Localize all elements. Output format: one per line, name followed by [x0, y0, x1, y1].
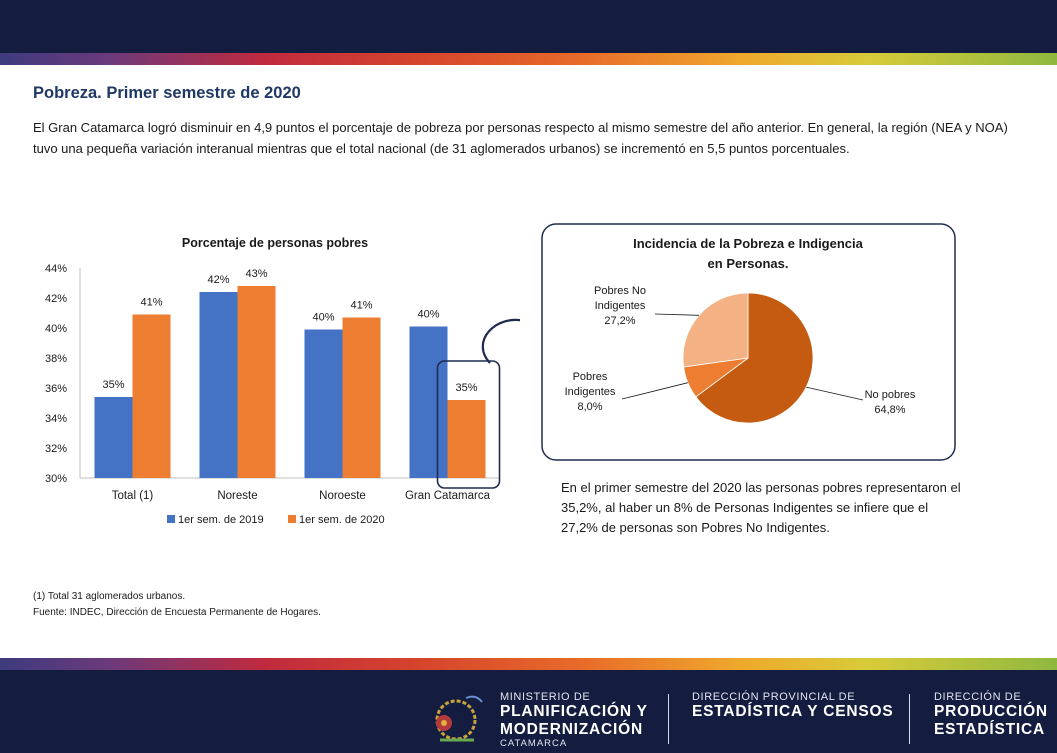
bar: [409, 326, 448, 478]
pie-slice: [695, 292, 814, 424]
ministry-place: CATAMARCA: [500, 738, 568, 749]
leader-line: [621, 382, 688, 400]
footnote: (1) Total 31 aglomerados urbanos.: [33, 591, 186, 602]
production-line-1: PRODUCCIÓN: [934, 703, 1048, 720]
bar-data-label: 42%: [207, 274, 229, 286]
leader-line: [654, 313, 699, 316]
bar-data-label: 40%: [417, 309, 439, 321]
y-tick-label: 44%: [45, 263, 67, 275]
color-stripe-top: [0, 53, 1057, 65]
y-tick-label: 32%: [45, 443, 67, 455]
pie-slice-label: Pobres: [573, 371, 608, 383]
production-directorate-brand: DIRECCIÓN DE PRODUCCIÓN ESTADÍSTICA: [934, 691, 1048, 739]
pie-slice: [682, 292, 749, 368]
pie-slice-label: Indigentes: [595, 300, 646, 312]
pie-slice-label: 27,2%: [604, 315, 635, 327]
intro-paragraph: El Gran Catamarca logró disminuir en 4,9…: [33, 120, 1008, 156]
bar: [132, 314, 171, 478]
bar: [94, 397, 133, 478]
footer-bar: MINISTERIO DE PLANIFICACIÓN Y MODERNIZAC…: [0, 670, 1057, 753]
ministry-line-2: MODERNIZACIÓN: [500, 721, 644, 738]
source-note: Fuente: INDEC, Dirección de Encuesta Per…: [33, 607, 321, 618]
legend-label: 1er sem. de 2019: [178, 514, 264, 526]
bar: [304, 329, 343, 478]
province-emblem-icon: [435, 695, 483, 742]
pie-slice-label: No pobres: [865, 389, 916, 401]
pie-slice-label: 64,8%: [874, 404, 905, 416]
x-category-label: Gran Catamarca: [405, 490, 491, 502]
ministry-line-1: PLANIFICACIÓN Y: [500, 703, 648, 720]
bar-chart: Porcentaje de personas pobres 30% 32% 34% 36…: [45, 236, 520, 526]
page-title: Pobreza. Primer semestre de 2020: [33, 84, 301, 102]
header-bar: [0, 0, 1057, 53]
pie-chart: Incidencia de la Pobreza e Indigencia en …: [541, 223, 956, 461]
legend-swatch: [167, 515, 175, 523]
highlight-frame: [436, 360, 501, 489]
bar: [237, 286, 276, 478]
bar-data-label: 41%: [350, 300, 372, 312]
ministry-brand: MINISTERIO DE PLANIFICACIÓN Y MODERNIZAC…: [500, 691, 648, 749]
x-category-label: Noroeste: [319, 490, 366, 502]
bar-data-label: 35%: [102, 379, 124, 391]
x-category-label: Total (1): [112, 490, 154, 502]
y-tick-label: 42%: [45, 293, 67, 305]
production-small-text: DIRECCIÓN DE: [934, 691, 1022, 703]
y-tick-label: 36%: [45, 383, 67, 395]
pie-slice-label: Pobres No: [594, 285, 646, 297]
y-tick-label: 40%: [45, 323, 67, 335]
legend-swatch: [288, 515, 296, 523]
pie-slice-label: 8,0%: [577, 401, 602, 413]
x-category-label: Noreste: [217, 490, 257, 502]
y-tick-label: 30%: [45, 473, 67, 485]
chart-title: Porcentaje de personas pobres: [182, 236, 368, 250]
ministry-small-text: MINISTERIO DE: [500, 691, 591, 703]
bar-data-label: 41%: [140, 297, 162, 309]
footer-divider: [909, 694, 910, 744]
bar: [447, 400, 486, 478]
production-line-2: ESTADÍSTICA: [934, 721, 1045, 738]
legend-label: 1er sem. de 2020: [299, 514, 385, 526]
y-tick-label: 34%: [45, 413, 67, 425]
bar: [342, 317, 381, 478]
bar: [199, 292, 238, 478]
bar-data-label: 35%: [455, 382, 477, 394]
pie-title: en Personas.: [708, 256, 789, 271]
footer-divider: [668, 694, 669, 744]
curved-arrow-icon: [481, 318, 520, 364]
directorate-small-text: DIRECCIÓN PROVINCIAL DE: [692, 691, 856, 703]
y-tick-label: 38%: [45, 353, 67, 365]
pie-summary-text: En el primer semestre del 2020 las perso…: [561, 480, 961, 535]
pie-title: Incidencia de la Pobreza e Indigencia: [633, 236, 864, 251]
bar-data-label: 40%: [312, 312, 334, 324]
color-stripe-bottom: [0, 658, 1057, 670]
pie-slice-label: Indigentes: [565, 386, 616, 398]
bar-data-label: 43%: [245, 268, 267, 280]
leader-line: [806, 386, 864, 401]
directorate-name: ESTADÍSTICA Y CENSOS: [692, 703, 894, 720]
statistics-directorate-brand: DIRECCIÓN PROVINCIAL DE ESTADÍSTICA Y CE…: [692, 691, 893, 721]
